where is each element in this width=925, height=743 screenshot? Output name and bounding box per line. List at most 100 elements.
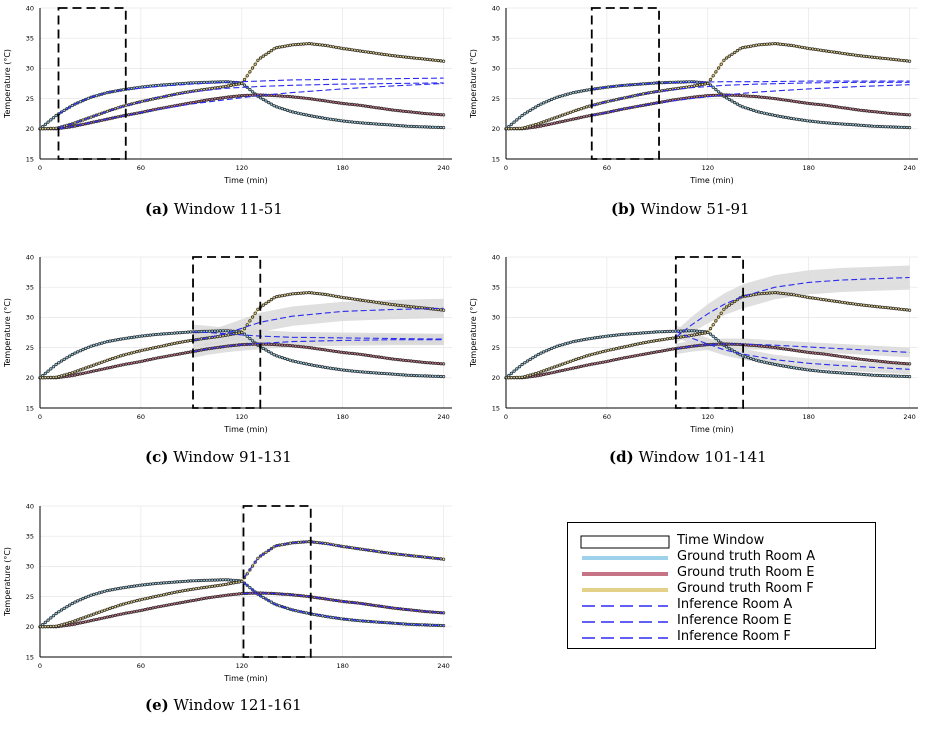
observation-point [78, 598, 83, 602]
observation-point [242, 77, 247, 82]
observation-point [512, 369, 516, 373]
observation-point [78, 617, 83, 621]
chart-panel-a: 0 60 120 180 240 15 20 25 30 35 40 Time (min) Temper… [0, 0, 462, 230]
observation-point [552, 365, 557, 369]
observation-point [89, 613, 93, 617]
y-tick-label: 15 [26, 653, 34, 661]
observation-point [727, 54, 731, 58]
observation-point [531, 107, 535, 111]
grid [39, 505, 452, 658]
observation-point [533, 354, 538, 358]
observation-point [43, 371, 48, 376]
observation-point [261, 54, 265, 58]
x-tick-label: 60 [603, 164, 611, 172]
observation-point [240, 330, 244, 335]
observation-point [116, 604, 120, 608]
observation-point [264, 550, 268, 554]
legend-item-inference-e: Inference Room E [580, 612, 792, 629]
observation-point [54, 113, 58, 118]
observation-point [566, 111, 570, 115]
observation-point [725, 56, 729, 60]
observation-point [70, 620, 74, 624]
observation-point [533, 122, 538, 127]
x-tick-label: 0 [504, 164, 508, 172]
observation-point [121, 353, 126, 357]
observation-point [97, 591, 101, 595]
observation-point [730, 52, 734, 56]
observation-point [595, 351, 600, 355]
observation-point [89, 115, 93, 119]
observation-point [585, 105, 589, 109]
observation-point [259, 56, 263, 60]
observation-point [78, 368, 83, 372]
observation-point [908, 374, 912, 379]
observation-point [46, 369, 50, 373]
x-tick-label: 180 [336, 164, 348, 172]
legend-item-inference-a: Inference Room A [580, 596, 792, 613]
series-line [243, 581, 444, 627]
observation-point [717, 66, 721, 70]
observation-point [528, 357, 532, 362]
observation-point [65, 605, 69, 609]
observation-point [743, 355, 748, 359]
observation-point [552, 96, 557, 100]
observation-point [59, 623, 64, 627]
observation-point [525, 110, 530, 114]
caption-a: (a) Window 11-51 [145, 200, 283, 218]
observation-point [242, 326, 247, 331]
y-tick-label: 40 [492, 4, 500, 12]
observation-point [261, 97, 265, 102]
observation-point [708, 77, 713, 82]
legend-item-truth-f: Ground truth Room F [580, 580, 814, 597]
observation-point [555, 115, 559, 119]
caption-tag-b: (b) [611, 200, 636, 218]
observation-point [708, 332, 713, 336]
observation-point [245, 74, 249, 78]
observation-point [277, 106, 282, 110]
x-tick-label: 180 [336, 413, 348, 421]
observation-point [714, 87, 718, 92]
observation-point [251, 315, 255, 319]
observation-point [735, 48, 739, 53]
observation-point [105, 607, 109, 611]
observation-point [127, 352, 131, 356]
observation-point [908, 125, 912, 130]
observation-point [78, 100, 83, 104]
observation-point [97, 361, 101, 365]
x-tick-label: 240 [437, 164, 449, 172]
observation-point [563, 342, 567, 346]
caption-d: (d) Window 101-141 [609, 448, 767, 466]
observation-point [251, 90, 255, 94]
observation-point [523, 374, 527, 379]
observation-point [92, 363, 96, 367]
observation-point [579, 356, 583, 360]
observation-point [248, 336, 252, 341]
x-tick-label: 240 [903, 164, 915, 172]
observation-point [245, 572, 249, 576]
legend-swatch-line [580, 566, 670, 580]
observation-point [78, 349, 83, 353]
observation-point [539, 102, 543, 106]
series-line [192, 339, 444, 353]
observation-point [129, 600, 134, 604]
x-tick-label: 0 [504, 413, 508, 421]
observation-point [738, 47, 742, 51]
y-tick-label: 30 [26, 65, 34, 73]
observation-point [558, 114, 562, 118]
chart-a: 0 60 120 180 240 15 20 25 30 35 40 Time (min) Temper… [3, 4, 452, 185]
observation-point [558, 363, 562, 367]
observation-point [253, 311, 257, 315]
observation-point [110, 605, 115, 610]
observation-point [525, 125, 530, 129]
observation-point [57, 623, 61, 628]
observation-point [251, 66, 255, 70]
observation-point [76, 350, 80, 354]
y-tick-label: 30 [492, 65, 500, 73]
observation-point [121, 104, 126, 108]
observation-point [81, 118, 85, 122]
observation-point [550, 117, 554, 121]
legend-item-inference-f: Inference Room F [580, 628, 791, 645]
observation-point [587, 353, 592, 357]
observation-point [251, 564, 255, 568]
observation-point [248, 319, 252, 323]
